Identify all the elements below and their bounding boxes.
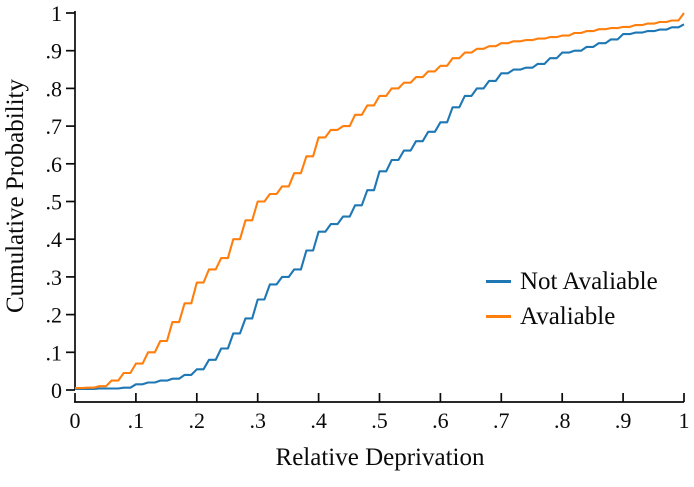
y-tick-label: .8 [46,76,63,101]
x-tick-label: 1 [679,408,690,433]
x-tick-label: .2 [189,408,206,433]
x-tick-label: .4 [310,408,327,433]
y-tick-label: .4 [46,227,63,252]
series-line-not-avaliable [75,23,685,390]
x-tick-label: .8 [554,408,571,433]
x-tick-label: 0 [70,408,81,433]
y-tick-label: .1 [46,340,63,365]
y-tick-label: .5 [46,190,63,215]
x-tick-label: .1 [128,408,145,433]
series-line-avaliable [75,12,685,390]
legend-item-not-avaliable: Not Avaliable [486,266,658,297]
legend-line-swatch-orange [486,315,511,318]
y-tick-label: .7 [46,114,63,139]
x-axis-title: Relative Deprivation [275,444,485,471]
legend: Not Avaliable Avaliable [486,266,658,332]
x-tick-label: .3 [249,408,266,433]
y-tick-label: .6 [46,152,63,177]
x-tick-label: .5 [371,408,388,433]
y-tick-label: 1 [51,1,62,26]
y-tick-label: .2 [46,303,63,328]
legend-label: Avaliable [520,302,616,330]
y-tick-label: 0 [51,378,62,403]
legend-line-swatch-blue [486,280,511,283]
y-tick-label: .3 [46,265,63,290]
legend-item-avaliable: Avaliable [486,301,658,332]
legend-label: Not Avaliable [520,267,658,295]
y-tick-label: .9 [46,39,63,64]
y-axis-title: Cumulative Probability [2,78,29,314]
x-tick-label: .6 [432,408,449,433]
x-tick-label: .9 [615,408,632,433]
x-tick-label: .7 [493,408,510,433]
